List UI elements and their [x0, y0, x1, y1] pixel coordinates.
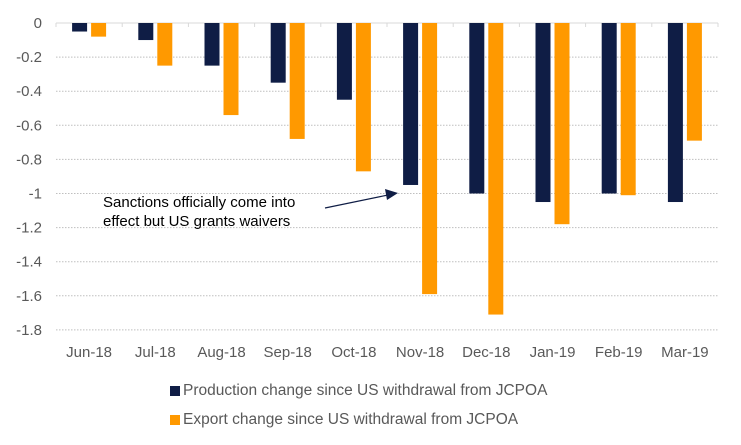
x-axis: Jun-18 Jul-18 Aug-18 Sep-18 Oct-18 Nov-18 Dec-… [55, 22, 719, 361]
x-tick-label: Jun-18 [66, 344, 112, 361]
bar-production [138, 23, 154, 41]
bar-export [91, 23, 107, 37]
x-tick-label: Jan-19 [530, 344, 576, 361]
bar-export [157, 23, 173, 66]
x-tick-label: Aug-18 [197, 344, 245, 361]
bar-production [469, 23, 485, 194]
legend-label-export: Export change since US withdrawal from J… [183, 410, 519, 428]
annotation-line-1: Sanctions officially come into [103, 194, 295, 211]
bar-production [336, 23, 352, 100]
x-tick-label: Mar-19 [661, 344, 709, 361]
annotation-arrow-line [324, 194, 389, 209]
y-tick-label: -0.6 [16, 117, 42, 134]
bar-export [554, 23, 570, 225]
legend-swatch-export [170, 414, 180, 425]
legend: Production change since US withdrawal fr… [170, 376, 547, 434]
y-tick-label: -0.4 [16, 83, 42, 100]
bar-export [355, 23, 371, 172]
bar-production [601, 23, 617, 194]
x-tick-label: Dec-18 [462, 344, 510, 361]
annotation: Sanctions officially come into effect bu… [103, 189, 398, 230]
bar-export [422, 23, 438, 295]
y-tick-label: -0.2 [16, 49, 42, 66]
bar-production [72, 23, 88, 32]
y-tick-label: -1.6 [16, 288, 42, 305]
x-tick-label: Nov-18 [396, 344, 444, 361]
x-tick-label: Jul-18 [135, 344, 176, 361]
bar-export [488, 23, 504, 315]
y-tick-label: -0.8 [16, 151, 42, 168]
legend-item-production: Production change since US withdrawal fr… [170, 376, 547, 405]
y-axis: 0 -0.2 -0.4 -0.6 -0.8 -1 -1.2 -1.4 -1.6 -1.8 [16, 15, 42, 339]
legend-item-export: Export change since US withdrawal from J… [170, 405, 547, 434]
bar-production [204, 23, 220, 66]
legend-label-production: Production change since US withdrawal fr… [183, 381, 548, 399]
annotation-line-2: effect but US grants waivers [103, 213, 290, 230]
bar-production [667, 23, 683, 203]
bar-export [223, 23, 239, 116]
x-tick-label: Sep-18 [264, 344, 312, 361]
annotation-arrow-head [385, 189, 398, 200]
y-tick-label: -1 [29, 186, 42, 203]
y-tick-label: -1.2 [16, 220, 42, 237]
bars [72, 23, 702, 315]
bar-export [686, 23, 702, 141]
bar-production [535, 23, 551, 203]
bar-export [620, 23, 636, 196]
bar-export [289, 23, 305, 139]
y-tick-label: -1.4 [16, 254, 42, 271]
y-tick-label: 0 [34, 15, 42, 32]
x-tick-label: Feb-19 [595, 344, 643, 361]
bar-production [270, 23, 286, 83]
x-tick-label: Oct-18 [331, 344, 376, 361]
legend-swatch-production [170, 385, 180, 396]
bar-production [403, 23, 419, 185]
y-tick-label: -1.8 [16, 322, 42, 339]
